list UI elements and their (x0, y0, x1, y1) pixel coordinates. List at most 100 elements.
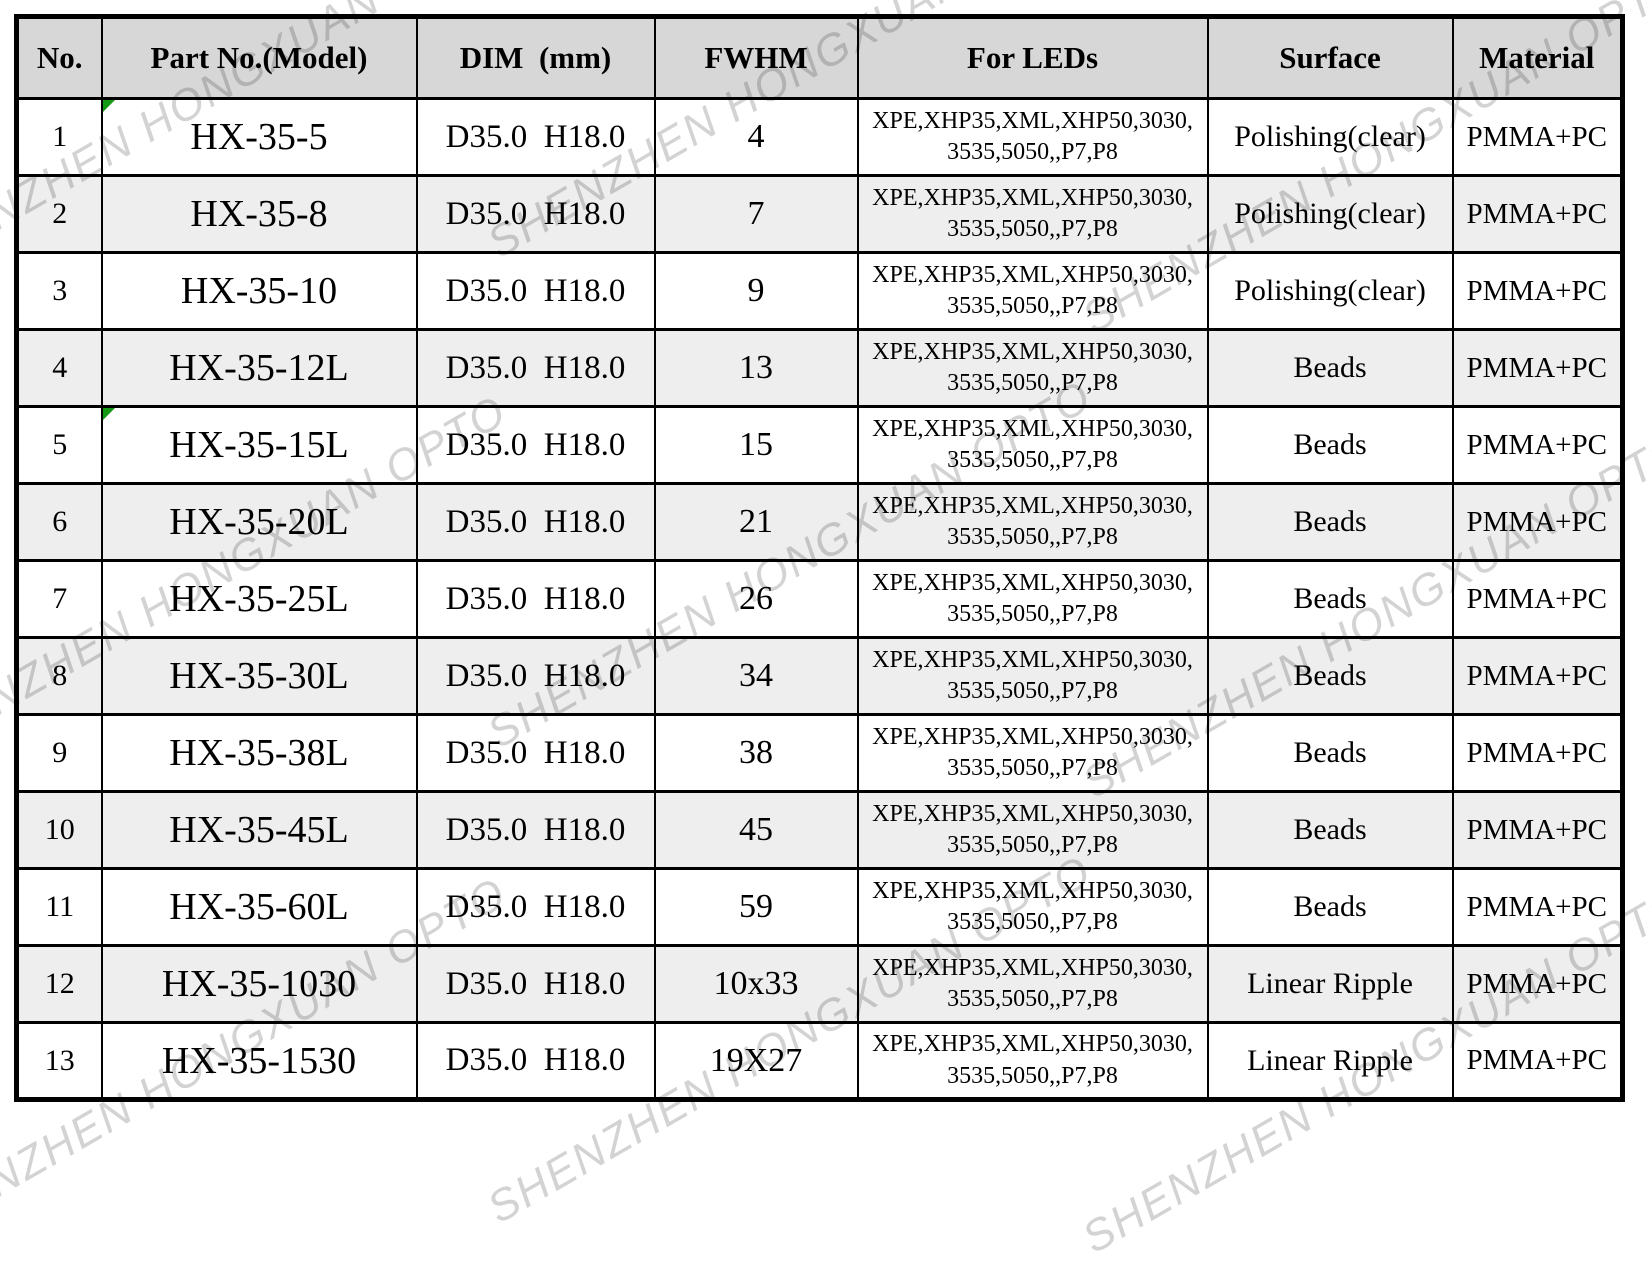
cell-material: PMMA+PC (1451, 790, 1624, 870)
cell-fwhm: 13 (653, 328, 859, 408)
cell-dim: D35.0 H18.0 (415, 405, 656, 485)
table-row: 4 HX-35-12L D35.0 H18.0 13 XPE,XHP35,XML… (15, 328, 1624, 408)
cell-material: PMMA+PC (1451, 636, 1624, 716)
col-header-fwhm: FWHM (653, 15, 859, 100)
leds-line2: 3535,5050,,P7,P8 (947, 986, 1118, 1012)
cell-fwhm: 59 (653, 867, 859, 947)
leds-line2: 3535,5050,,P7,P8 (947, 524, 1118, 550)
col-header-dim: DIM (mm) (415, 15, 656, 100)
cell-fwhm: 21 (653, 482, 859, 562)
leds-line2: 3535,5050,,P7,P8 (947, 601, 1118, 627)
col-header-leds: For LEDs (856, 15, 1209, 100)
leds-line2: 3535,5050,,P7,P8 (947, 139, 1118, 165)
lens-spec-table: No. Part No.(Model) DIM (mm) FWHM For LE… (14, 14, 1625, 1102)
col-header-surface: Surface (1206, 15, 1454, 100)
table-row: 9 HX-35-38L D35.0 H18.0 38 XPE,XHP35,XML… (15, 713, 1624, 793)
cell-dim: D35.0 H18.0 (415, 328, 656, 408)
cell-dim: D35.0 H18.0 (415, 944, 656, 1024)
leds-line2: 3535,5050,,P7,P8 (947, 1062, 1118, 1089)
cell-surface: Beads (1206, 713, 1454, 793)
cell-material: PMMA+PC (1451, 867, 1624, 947)
leds-line2: 3535,5050,,P7,P8 (947, 447, 1118, 473)
cell-dim: D35.0 H18.0 (415, 97, 656, 177)
header-row: No. Part No.(Model) DIM (mm) FWHM For LE… (15, 15, 1624, 100)
cell-leds: XPE,XHP35,XML,XHP50,3030, 3535,5050,,P7,P… (856, 482, 1209, 562)
cell-leds: XPE,XHP35,XML,XHP50,3030, 3535,5050,,P7,P… (856, 636, 1209, 716)
cell-part: HX-35-8 (100, 174, 418, 254)
table-row: 5 HX-35-15L D35.0 H18.0 15 XPE,XHP35,XML… (15, 405, 1624, 485)
cell-surface: Beads (1206, 559, 1454, 639)
cell-no: 10 (15, 790, 103, 870)
col-header-no: No. (15, 15, 103, 100)
cell-no: 6 (15, 482, 103, 562)
part-number: HX-35-5 (190, 116, 328, 158)
cell-no: 5 (15, 405, 103, 485)
cell-no: 4 (15, 328, 103, 408)
cell-dim: D35.0 H18.0 (415, 482, 656, 562)
cell-part: HX-35-1030 (100, 944, 418, 1024)
leds-line2: 3535,5050,,P7,P8 (947, 678, 1118, 704)
cell-material: PMMA+PC (1451, 482, 1624, 562)
cell-dim: D35.0 H18.0 (415, 636, 656, 716)
leds-line2: 3535,5050,,P7,P8 (947, 832, 1118, 858)
cell-material: PMMA+PC (1451, 405, 1624, 485)
cell-surface: Polishing(clear) (1206, 251, 1454, 331)
cell-part: HX-35-60L (100, 867, 418, 947)
cell-fwhm: 34 (653, 636, 859, 716)
cell-part: HX-35-45L (100, 790, 418, 870)
leds-line2: 3535,5050,,P7,P8 (947, 909, 1118, 935)
cell-dim: D35.0 H18.0 (415, 174, 656, 254)
cell-surface: Polishing(clear) (1206, 97, 1454, 177)
cell-no: 12 (15, 944, 103, 1024)
cell-leds: XPE,XHP35,XML,XHP50,3030, 3535,5050,,P7,P… (856, 790, 1209, 870)
cell-material: PMMA+PC (1451, 944, 1624, 1024)
leds-line1: XPE,XHP35,XML,XHP50,3030, (872, 723, 1193, 750)
cell-dim: D35.0 H18.0 (415, 867, 656, 947)
cell-surface: Polishing(clear) (1206, 174, 1454, 254)
cell-leds: XPE,XHP35,XML,XHP50,3030, 3535,5050,,P7,P… (856, 97, 1209, 177)
cell-leds: XPE,XHP35,XML,XHP50,3030, 3535,5050,,P7,P… (856, 174, 1209, 254)
cell-no: 13 (15, 1021, 103, 1101)
cell-leds: XPE,XHP35,XML,XHP50,3030, 3535,5050,,P7,P… (856, 713, 1209, 793)
leds-line1: XPE,XHP35,XML,XHP50,3030, (872, 338, 1193, 365)
cell-material: PMMA+PC (1451, 559, 1624, 639)
table-row: 1 HX-35-5 D35.0 H18.0 4 XPE,XHP35,XML,XH… (15, 97, 1624, 177)
part-number: HX-35-15L (169, 424, 349, 466)
cell-fwhm: 26 (653, 559, 859, 639)
cell-part: HX-35-30L (100, 636, 418, 716)
col-header-material: Material (1451, 15, 1624, 100)
cell-material: PMMA+PC (1451, 251, 1624, 331)
cell-leds: XPE,XHP35,XML,XHP50,3030, 3535,5050,,P7,P… (856, 251, 1209, 331)
cell-surface: Beads (1206, 790, 1454, 870)
cell-material: PMMA+PC (1451, 1021, 1624, 1101)
cell-surface: Beads (1206, 482, 1454, 562)
leds-line1: XPE,XHP35,XML,XHP50,3030, (872, 415, 1193, 442)
cell-surface: Linear Ripple (1206, 1021, 1454, 1101)
cell-dim: D35.0 H18.0 (415, 790, 656, 870)
cell-fwhm: 15 (653, 405, 859, 485)
cell-no: 11 (15, 867, 103, 947)
cell-surface: Beads (1206, 636, 1454, 716)
cell-surface: Beads (1206, 867, 1454, 947)
cell-no: 7 (15, 559, 103, 639)
col-header-part: Part No.(Model) (100, 15, 418, 100)
cell-dim: D35.0 H18.0 (415, 251, 656, 331)
cell-leds: XPE,XHP35,XML,XHP50,3030, 3535,5050,,P7,P… (856, 944, 1209, 1024)
cell-leds: XPE,XHP35,XML,XHP50,3030, 3535,5050,,P7,P… (856, 559, 1209, 639)
table-row: 11 HX-35-60L D35.0 H18.0 59 XPE,XHP35,XM… (15, 867, 1624, 947)
cell-surface: Beads (1206, 328, 1454, 408)
cell-leds: XPE,XHP35,XML,XHP50,3030, 3535,5050,,P7,P… (856, 405, 1209, 485)
cell-leds: XPE,XHP35,XML,XHP50,3030, 3535,5050,,P7,P… (856, 867, 1209, 947)
table-row: 7 HX-35-25L D35.0 H18.0 26 XPE,XHP35,XML… (15, 559, 1624, 639)
cell-part: HX-35-1530 (100, 1021, 418, 1101)
cell-no: 3 (15, 251, 103, 331)
cell-part: HX-35-12L (100, 328, 418, 408)
cell-dim: D35.0 H18.0 (415, 559, 656, 639)
table-row: 3 HX-35-10 D35.0 H18.0 9 XPE,XHP35,XML,X… (15, 251, 1624, 331)
leds-line1: XPE,XHP35,XML,XHP50,3030, (872, 877, 1193, 904)
cell-fwhm: 45 (653, 790, 859, 870)
leds-line1: XPE,XHP35,XML,XHP50,3030, (872, 646, 1193, 673)
comment-marker-icon (102, 408, 115, 420)
cell-no: 2 (15, 174, 103, 254)
cell-leds: XPE,XHP35,XML,XHP50,3030, 3535,5050,,P7,P… (856, 328, 1209, 408)
